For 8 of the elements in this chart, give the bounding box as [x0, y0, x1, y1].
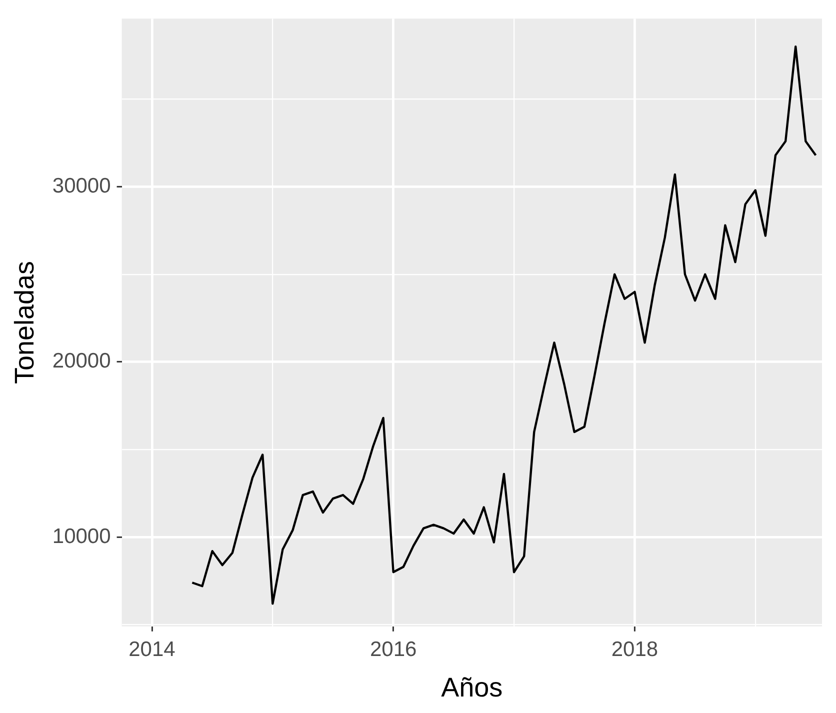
y-tick-label: 10000 [52, 524, 111, 548]
x-tick-label: 2018 [611, 638, 658, 661]
x-tick-label: 2014 [128, 638, 176, 661]
y-tick-label: 20000 [52, 350, 111, 373]
x-tick-label: 2016 [370, 638, 417, 661]
y-tick-label: 30000 [52, 174, 111, 198]
y-axis-title: Toneladas [10, 260, 40, 384]
x-axis-title: Años [441, 672, 503, 702]
